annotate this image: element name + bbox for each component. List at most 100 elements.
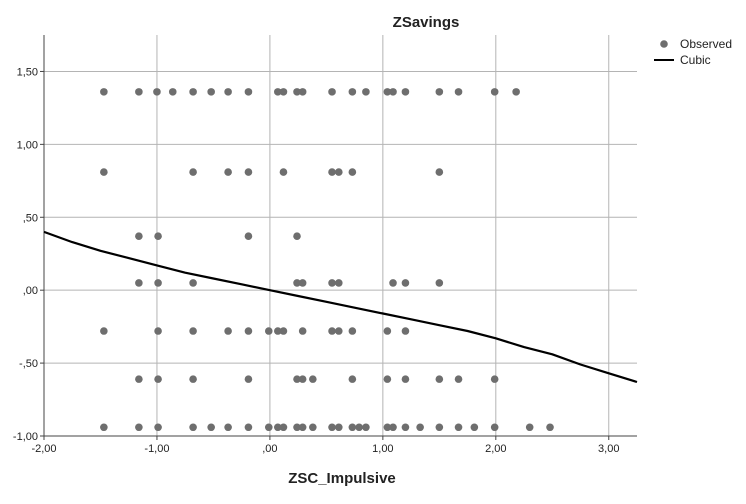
observed-point: [154, 423, 162, 432]
observed-point: [264, 327, 273, 335]
observed-point: [362, 423, 370, 432]
observed-point: [154, 327, 162, 335]
x-tick-label: -1,00: [144, 443, 169, 455]
observed-point: [244, 88, 253, 96]
y-tick-label: -1,00: [13, 431, 38, 443]
observed-point: [389, 279, 397, 287]
observed-point: [274, 88, 282, 96]
observed-point: [244, 168, 253, 176]
observed-point: [135, 423, 143, 432]
observed-point: [416, 423, 424, 432]
observed-point: [298, 327, 307, 335]
observed-point: [189, 375, 197, 383]
observed-point: [168, 88, 177, 96]
observed-point: [207, 423, 215, 432]
observed-point: [490, 88, 499, 96]
x-tick-label: 2,00: [485, 443, 506, 455]
chart-title: ZSavings: [393, 14, 460, 31]
observed-point: [154, 279, 162, 287]
observed-point: [244, 375, 253, 383]
observed-point: [335, 168, 343, 176]
observed-point: [279, 88, 288, 96]
observed-point: [383, 88, 392, 96]
observed-point: [293, 279, 301, 287]
observed-point: [454, 375, 463, 383]
grid-lines: [44, 35, 637, 436]
observed-point: [512, 88, 520, 96]
observed-point: [298, 88, 307, 96]
x-tick-label: 3,00: [598, 443, 619, 455]
observed-point: [348, 327, 357, 335]
observed-point: [348, 168, 357, 176]
observed-point: [389, 423, 397, 432]
observed-point: [189, 168, 197, 176]
observed-point: [100, 88, 108, 96]
observed-points: [100, 88, 554, 432]
observed-point: [135, 279, 143, 287]
observed-point: [244, 327, 253, 335]
observed-point: [328, 168, 336, 176]
observed-point: [389, 88, 397, 96]
observed-point: [224, 168, 232, 176]
observed-point: [454, 423, 463, 432]
observed-point: [401, 327, 410, 335]
observed-point: [100, 423, 108, 432]
axes: [40, 35, 637, 440]
observed-point: [401, 375, 410, 383]
observed-point: [293, 88, 301, 96]
x-tick-label: -2,00: [31, 443, 56, 455]
observed-point: [189, 88, 197, 96]
observed-point: [274, 327, 282, 335]
observed-point: [401, 279, 410, 287]
observed-point: [154, 232, 162, 241]
observed-point: [100, 327, 108, 335]
observed-point: [135, 232, 143, 241]
observed-point: [435, 88, 444, 96]
observed-point: [454, 88, 463, 96]
observed-point: [279, 327, 288, 335]
observed-point: [264, 423, 273, 432]
observed-point: [189, 423, 197, 432]
observed-point: [298, 375, 307, 383]
observed-point: [153, 88, 161, 96]
cubic-curve: [43, 230, 638, 384]
observed-point: [298, 279, 307, 287]
legend-cubic-label: Cubic: [680, 53, 711, 67]
observed-point: [435, 168, 444, 176]
observed-point: [383, 423, 392, 432]
observed-point: [490, 423, 499, 432]
observed-point: [293, 232, 301, 241]
y-tick-label: ,00: [23, 285, 38, 297]
observed-point: [279, 423, 288, 432]
observed-point: [309, 375, 317, 383]
y-tick-label: -,50: [19, 358, 38, 370]
observed-point: [546, 423, 554, 432]
observed-point: [383, 327, 392, 335]
observed-point: [490, 375, 499, 383]
y-tick-label: 1,50: [17, 66, 38, 78]
observed-point: [335, 279, 343, 287]
observed-point: [293, 423, 301, 432]
observed-point: [207, 88, 215, 96]
observed-point: [309, 423, 317, 432]
observed-point: [362, 88, 370, 96]
observed-point: [279, 168, 288, 176]
observed-point: [100, 168, 108, 176]
cubic-fit: [43, 230, 638, 384]
x-tick-label: ,00: [262, 443, 277, 455]
observed-point: [348, 375, 357, 383]
observed-point: [355, 423, 363, 432]
observed-point: [348, 423, 357, 432]
observed-point: [435, 279, 444, 287]
observed-point: [335, 423, 343, 432]
observed-point: [328, 88, 336, 96]
observed-point: [328, 327, 336, 335]
x-axis-title: ZSC_Impulsive: [288, 470, 396, 487]
observed-point: [135, 88, 143, 96]
observed-point: [525, 423, 534, 432]
observed-point: [224, 88, 232, 96]
observed-point: [328, 423, 336, 432]
observed-point: [435, 375, 444, 383]
observed-point: [470, 423, 479, 432]
